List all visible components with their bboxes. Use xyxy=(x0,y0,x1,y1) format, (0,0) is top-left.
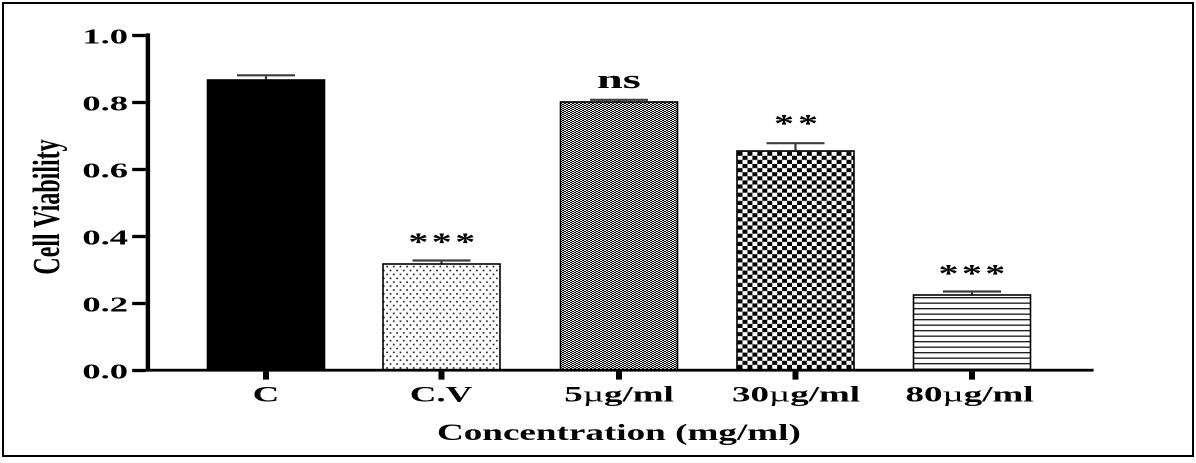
svg-text:1.0: 1.0 xyxy=(82,25,128,49)
svg-text:*: * xyxy=(962,260,982,288)
svg-text:C.V: C.V xyxy=(410,382,473,407)
svg-text:80µg/ml: 80µg/ml xyxy=(905,382,1033,407)
svg-text:C: C xyxy=(253,382,280,407)
svg-text:*: * xyxy=(985,260,1005,288)
svg-text:*: * xyxy=(408,228,428,256)
svg-text:0.6: 0.6 xyxy=(82,159,128,183)
svg-text:ns: ns xyxy=(597,66,641,94)
svg-text:0.2: 0.2 xyxy=(82,293,128,317)
svg-text:30µg/ml: 30µg/ml xyxy=(732,382,860,407)
svg-text:0.0: 0.0 xyxy=(82,360,128,384)
svg-text:0.8: 0.8 xyxy=(82,92,128,116)
svg-text:*: * xyxy=(432,228,452,256)
svg-text:*: * xyxy=(774,110,794,138)
svg-text:*: * xyxy=(798,110,818,138)
svg-text:5µg/ml: 5µg/ml xyxy=(564,382,674,407)
svg-text:Cell Viability: Cell Viability xyxy=(24,139,67,274)
svg-text:Concentration (mg/ml): Concentration (mg/ml) xyxy=(437,419,801,445)
svg-text:0.4: 0.4 xyxy=(82,226,128,250)
svg-text:*: * xyxy=(455,228,475,256)
svg-text:*: * xyxy=(939,260,959,288)
